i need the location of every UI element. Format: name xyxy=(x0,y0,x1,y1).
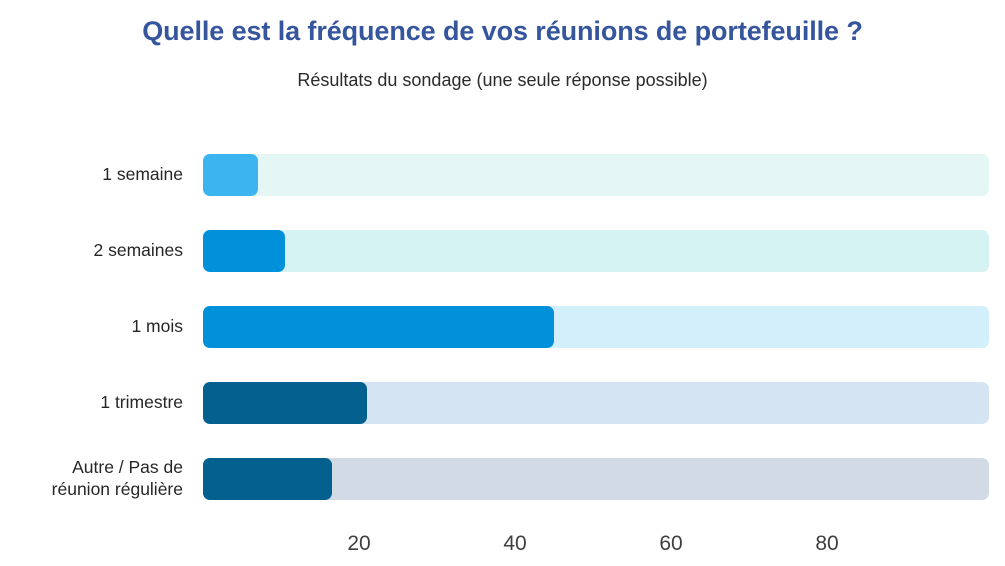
x-axis-tick-label: 80 xyxy=(815,532,839,555)
bar-track xyxy=(203,458,990,500)
x-axis-tick-label: 60 xyxy=(659,532,683,555)
x-axis-tick-label: 20 xyxy=(347,532,371,555)
chart-title: Quelle est la fréquence de vos réunions … xyxy=(142,16,863,46)
bar-value xyxy=(203,230,285,272)
bar-value xyxy=(203,458,332,500)
bar-row: Autre / Pas de réunion régulière xyxy=(0,457,1005,500)
bar-row: 1 mois xyxy=(0,306,1005,348)
category-label: 1 semaine xyxy=(102,164,183,185)
bar-value xyxy=(203,154,258,196)
bar-row: 1 trimestre xyxy=(0,382,1005,424)
x-axis-tick-label: 40 xyxy=(503,532,527,555)
plot-area: 1 semaine 2 semaines 1 mois 1 trimestre Autr… xyxy=(0,140,1005,520)
bar-value xyxy=(203,306,554,348)
category-label: 1 trimestre xyxy=(100,392,183,413)
bar-track xyxy=(203,154,990,196)
category-label: 1 mois xyxy=(131,316,183,337)
bar-value xyxy=(203,382,367,424)
x-axis: 20 40 60 80 xyxy=(0,520,1005,566)
bar-row: 2 semaines xyxy=(0,230,1005,272)
category-label: Autre / Pas de réunion régulière xyxy=(51,457,183,499)
category-label: 2 semaines xyxy=(93,240,184,261)
chart-subtitle: Résultats du sondage (une seule réponse … xyxy=(297,70,708,90)
bar-track xyxy=(203,230,990,272)
bar-row: 1 semaine xyxy=(0,154,1005,196)
